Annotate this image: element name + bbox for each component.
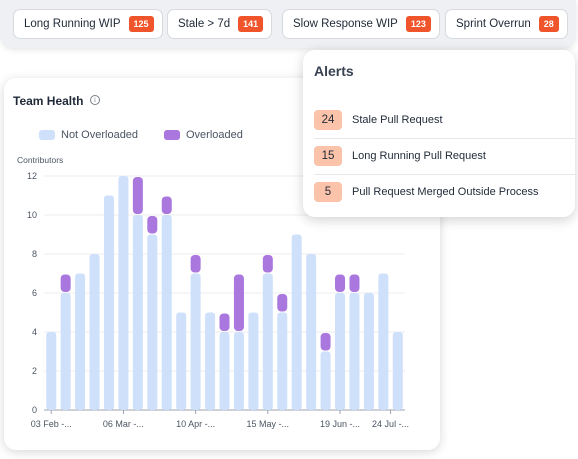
y-tick-label: 10 — [27, 210, 37, 220]
bar-not-overloaded — [46, 332, 57, 410]
y-tick-label: 8 — [32, 249, 37, 259]
chip-long-running-wip[interactable]: Long Running WIP 125 — [13, 9, 163, 39]
bar-overloaded — [233, 274, 244, 331]
chip-stale-7d[interactable]: Stale > 7d 141 — [167, 9, 273, 39]
legend-overloaded[interactable]: Overloaded — [164, 129, 243, 141]
x-tick-label: 06 Mar -... — [103, 419, 144, 429]
chip-label: Long Running WIP — [24, 18, 121, 30]
chip-sprint-overrun[interactable]: Sprint Overrun 28 — [445, 9, 568, 39]
legend-not-overloaded[interactable]: Not Overloaded — [39, 129, 138, 141]
alerts-panel: Alerts 24 Stale Pull Request 15 Long Run… — [303, 50, 576, 217]
bar-not-overloaded — [190, 273, 201, 410]
divider — [314, 138, 576, 139]
alert-label: Stale Pull Request — [352, 114, 443, 126]
x-tick-label: 03 Feb -... — [31, 419, 72, 429]
chip-count-badge: 125 — [128, 16, 154, 32]
legend-label: Overloaded — [186, 129, 243, 141]
chip-slow-response-wip[interactable]: Slow Response WIP 123 — [282, 9, 440, 39]
legend-swatch-overloaded — [164, 130, 180, 140]
kpi-bar: Long Running WIP 125 Stale > 7d 141 Slow… — [0, 0, 576, 48]
bar-not-overloaded — [89, 254, 100, 410]
bar-not-overloaded — [161, 215, 172, 410]
bar-not-overloaded — [118, 176, 129, 410]
alert-item[interactable]: 5 Pull Request Merged Outside Process — [314, 178, 576, 206]
alert-count-badge: 24 — [314, 110, 342, 130]
bar-not-overloaded — [306, 254, 317, 410]
bar-overloaded — [262, 255, 273, 273]
legend-swatch-not-overloaded — [39, 130, 55, 140]
x-tick-label: 15 May -... — [247, 419, 290, 429]
alert-label: Pull Request Merged Outside Process — [352, 186, 539, 198]
bar-overloaded — [219, 313, 230, 331]
bar-not-overloaded — [103, 195, 114, 410]
bar-not-overloaded — [219, 332, 230, 410]
bar-not-overloaded — [291, 234, 302, 410]
bar-overloaded — [190, 255, 201, 273]
bar-overloaded — [60, 274, 71, 292]
bar-not-overloaded — [320, 351, 331, 410]
x-tick-label: 10 Apr -... — [176, 419, 215, 429]
bar-overloaded — [349, 274, 360, 292]
alert-item[interactable]: 15 Long Running Pull Request — [314, 142, 576, 170]
bar-overloaded — [161, 196, 172, 214]
bar-not-overloaded — [248, 312, 259, 410]
y-tick-label: 12 — [27, 171, 37, 181]
bar-not-overloaded — [277, 312, 288, 410]
y-tick-label: 0 — [32, 405, 37, 415]
y-tick-label: 4 — [32, 327, 37, 337]
bar-not-overloaded — [132, 215, 143, 410]
chip-count-badge: 141 — [238, 16, 264, 32]
x-tick-label: 19 Jun -... — [320, 419, 360, 429]
y-tick-label: 6 — [32, 288, 37, 298]
bar-overloaded — [147, 216, 158, 234]
alert-item[interactable]: 24 Stale Pull Request — [314, 106, 576, 134]
x-tick-label: 24 Jul -... — [372, 419, 409, 429]
bar-not-overloaded — [262, 273, 273, 410]
bar-overloaded — [320, 333, 331, 351]
bar-not-overloaded — [205, 312, 216, 410]
bar-not-overloaded — [147, 234, 158, 410]
bar-not-overloaded — [349, 293, 360, 410]
alert-count-badge: 5 — [314, 182, 342, 202]
bar-not-overloaded — [392, 332, 403, 410]
team-health-title: Team Health — [13, 94, 84, 108]
chip-label: Slow Response WIP — [293, 18, 398, 30]
bar-not-overloaded — [176, 312, 187, 410]
chip-label: Sprint Overrun — [456, 18, 531, 30]
y-axis-title: Contributors — [17, 155, 64, 165]
chip-label: Stale > 7d — [178, 18, 231, 30]
chip-count-badge: 28 — [538, 16, 559, 32]
alerts-title: Alerts — [314, 63, 354, 79]
alert-count-badge: 15 — [314, 146, 342, 166]
bar-overloaded — [335, 274, 346, 292]
divider — [314, 174, 576, 175]
bar-not-overloaded — [233, 332, 244, 410]
bar-not-overloaded — [378, 273, 389, 410]
bar-not-overloaded — [335, 293, 346, 410]
bar-not-overloaded — [60, 293, 71, 410]
chip-count-badge: 123 — [405, 16, 431, 32]
bar-overloaded — [277, 294, 288, 312]
alert-label: Long Running Pull Request — [352, 150, 486, 162]
bar-overloaded — [132, 177, 143, 214]
legend-label: Not Overloaded — [61, 129, 139, 141]
bar-not-overloaded — [75, 273, 86, 410]
bar-not-overloaded — [363, 293, 374, 410]
y-tick-label: 2 — [32, 366, 37, 376]
info-icon[interactable]: i — [90, 95, 100, 105]
